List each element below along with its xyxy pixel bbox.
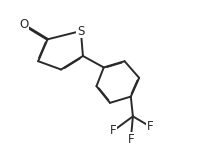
Text: F: F <box>147 120 154 133</box>
Text: F: F <box>110 124 116 137</box>
Text: F: F <box>128 133 134 146</box>
Text: O: O <box>19 18 28 31</box>
Text: S: S <box>77 24 84 37</box>
